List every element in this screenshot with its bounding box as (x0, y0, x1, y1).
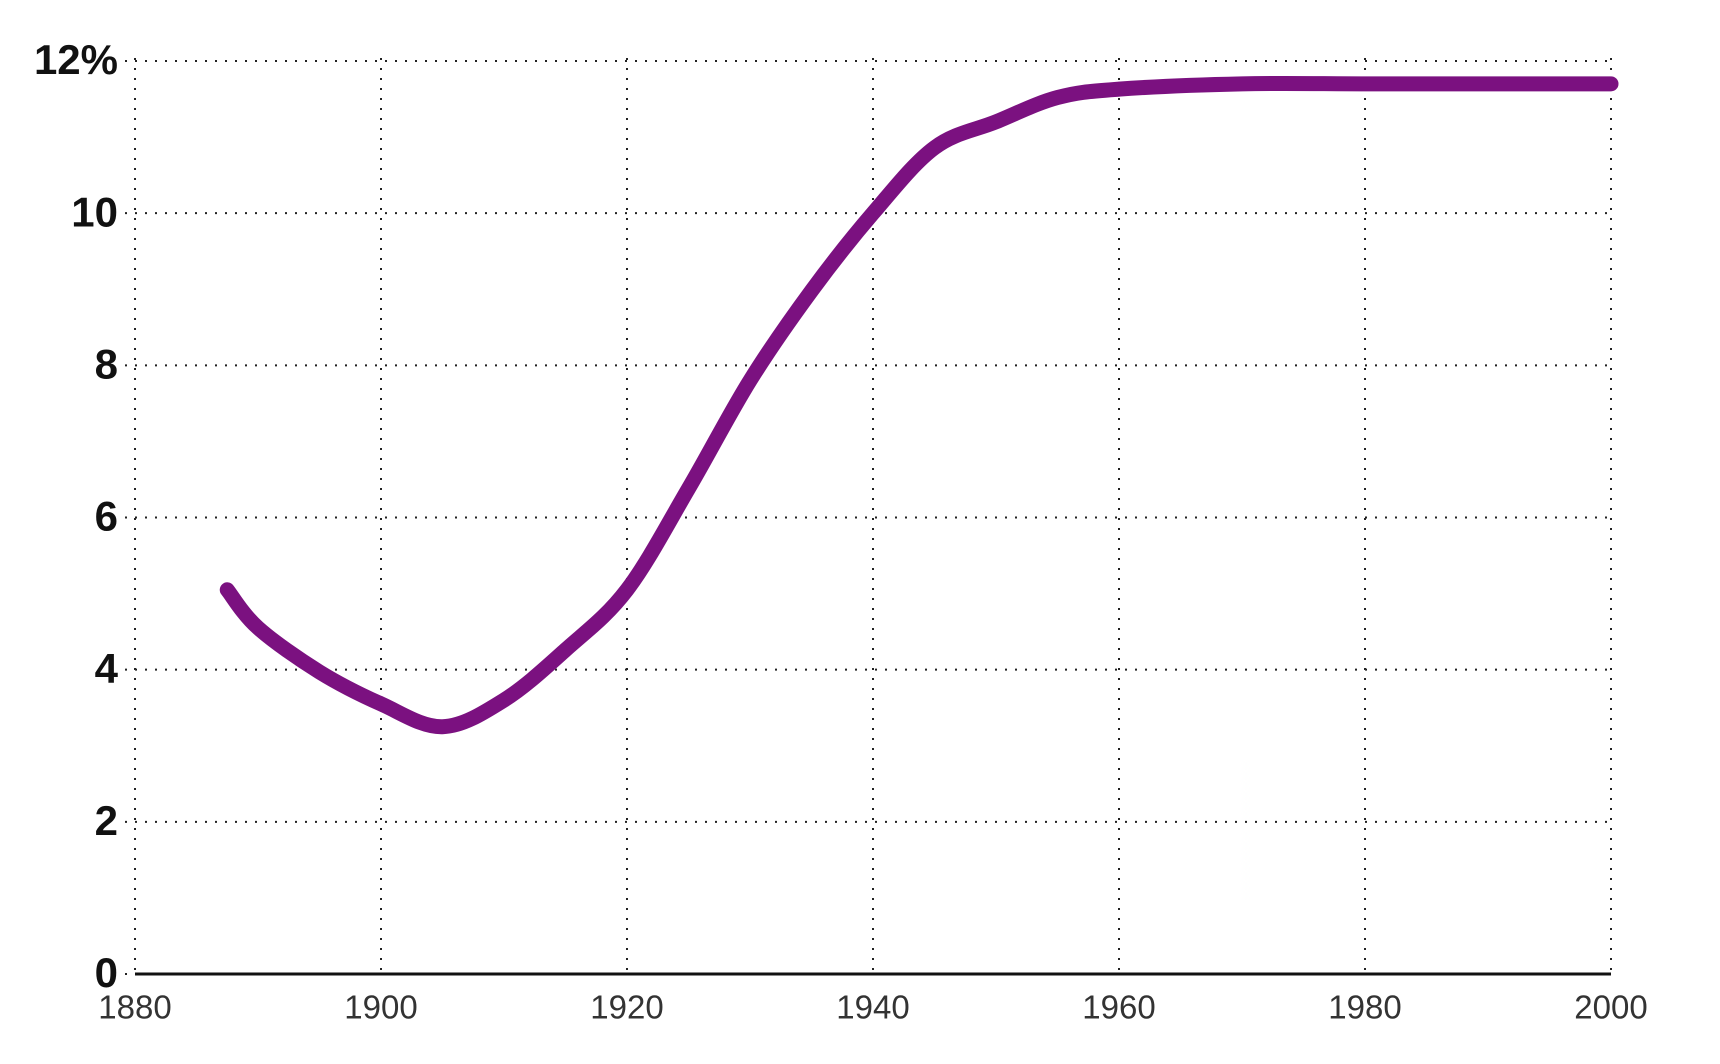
y-tick-label: 8 (95, 340, 118, 387)
y-tick-label: 2 (95, 797, 118, 844)
y-tick-label: 0 (95, 949, 118, 996)
line (219, 75, 1619, 735)
x-tick-label: 1900 (344, 989, 417, 1026)
x-tick-label: 1960 (1082, 989, 1155, 1026)
y-tick-label: 6 (95, 493, 118, 540)
y-tick-label: 4 (95, 645, 119, 692)
x-tick-label: 1940 (836, 989, 909, 1026)
y-tick-label: 12% (34, 36, 118, 83)
x-tick-label: 2000 (1574, 989, 1647, 1026)
x-tick-label: 1980 (1328, 989, 1401, 1026)
x-tick-label: 1920 (590, 989, 663, 1026)
y-tick-label: 10 (71, 188, 118, 235)
x-tick-label: 1880 (98, 989, 171, 1026)
